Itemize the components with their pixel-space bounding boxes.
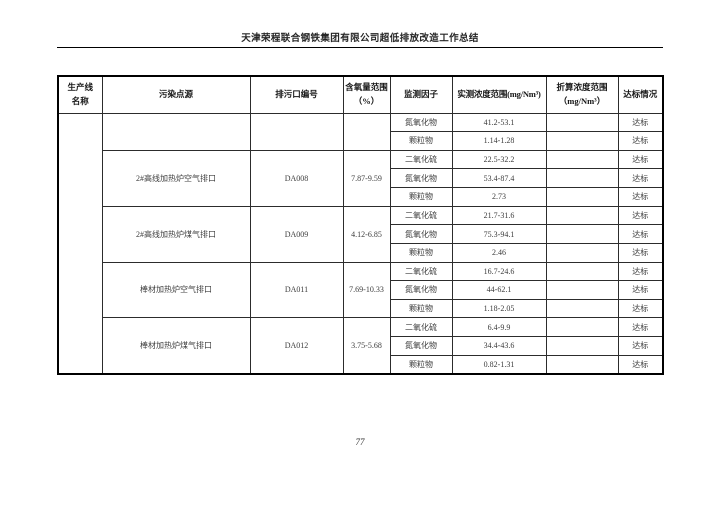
status-cell: 达标: [617, 317, 664, 337]
oxygen-range-cell: 7.69-10.33: [342, 261, 391, 319]
table-row: 颗粒物 0.82-1.31 达标: [58, 354, 664, 375]
status-cell: 达标: [617, 205, 664, 226]
converted-range-cell: [545, 261, 619, 282]
col-header-outlet-code: 排污口编号: [249, 75, 344, 114]
oxygen-range-cell: 3.75-5.68: [342, 317, 391, 375]
status-cell: 达标: [617, 112, 664, 133]
converted-range-cell: [545, 242, 619, 263]
measured-range-cell: 0.82-1.31: [451, 354, 547, 375]
converted-range-cell: [545, 149, 619, 170]
monitor-factor-cell: 颗粒物: [389, 354, 453, 375]
outlet-code-cell: [249, 112, 344, 151]
converted-range-cell: [545, 336, 619, 356]
table-row: 氮氧化物 44-62.1 达标: [58, 280, 664, 300]
pollution-source-cell: 棒材加热炉空气排口: [101, 261, 251, 319]
measured-range-cell: 44-62.1: [451, 280, 547, 300]
status-cell: 达标: [617, 224, 664, 244]
status-cell: 达标: [617, 336, 664, 356]
measured-range-cell: 6.4-9.9: [451, 317, 547, 337]
monitor-factor-cell: 氮氧化物: [389, 280, 453, 300]
monitor-factor-cell: 颗粒物: [389, 131, 453, 151]
converted-range-cell: [545, 224, 619, 244]
table-row: 氮氧化物 75.3-94.1 达标: [58, 224, 664, 244]
document-header-title: 天津荣程联合钢铁集团有限公司超低排放改造工作总结: [241, 33, 479, 44]
monitor-factor-cell: 颗粒物: [389, 242, 453, 263]
converted-range-cell: [545, 205, 619, 226]
oxygen-range-cell: 7.87-9.59: [342, 149, 391, 207]
monitor-factor-cell: 氮氧化物: [389, 112, 453, 133]
status-cell: 达标: [617, 261, 664, 282]
table-row: 氮氧化物 34.4-43.6 达标: [58, 336, 664, 356]
monitor-factor-cell: 二氧化硫: [389, 261, 453, 282]
converted-range-cell: [545, 168, 619, 188]
converted-range-cell: [545, 131, 619, 151]
measured-range-cell: 22.5-32.2: [451, 149, 547, 170]
col-header-converted-range: 折算浓度范围 （mg/Nm³）: [545, 75, 619, 114]
measured-range-cell: 2.46: [451, 242, 547, 263]
status-cell: 达标: [617, 354, 664, 375]
production-line-cell: [57, 112, 103, 375]
converted-range-cell: [545, 280, 619, 300]
status-cell: 达标: [617, 149, 664, 170]
measured-range-cell: 1.18-2.05: [451, 298, 547, 319]
outlet-code-cell: DA012: [249, 317, 344, 375]
measured-range-cell: 41.2-53.1: [451, 112, 547, 133]
pollution-source-cell: [101, 112, 251, 151]
oxygen-range-cell: [342, 112, 391, 151]
measured-range-cell: 16.7-24.6: [451, 261, 547, 282]
pollution-source-cell: 棒材加热炉煤气排口: [101, 317, 251, 375]
monitor-factor-cell: 氮氧化物: [389, 168, 453, 188]
col-header-pollution-source: 污染点源: [101, 75, 251, 114]
converted-range-cell: [545, 187, 619, 207]
measured-range-cell: 21.7-31.6: [451, 205, 547, 226]
emissions-table: 生产线 名称 污染点源 排污口编号 含氧量范围 （%） 监测因子 实测浓度范围(…: [57, 75, 664, 375]
monitor-factor-cell: 氮氧化物: [389, 336, 453, 356]
measured-range-cell: 75.3-94.1: [451, 224, 547, 244]
col-header-measured-range: 实测浓度范围(mg/Nm³): [451, 75, 547, 114]
col-header-production-line: 生产线 名称: [57, 75, 103, 114]
col-header-status: 达标情况: [617, 75, 664, 114]
monitor-factor-cell: 颗粒物: [389, 187, 453, 207]
pollution-source-cell: 2#高线加热炉空气排口: [101, 149, 251, 207]
table-row: 颗粒物 1.18-2.05 达标: [58, 298, 664, 319]
table-row: 2#高线加热炉空气排口 DA008 7.87-9.59 二氧化硫 22.5-32.2 达标: [58, 149, 664, 207]
measured-range-cell: 1.14-1.28: [451, 131, 547, 151]
status-cell: 达标: [617, 131, 664, 151]
outlet-code-cell: DA009: [249, 205, 344, 263]
col-header-oxygen-range: 含氧量范围 （%）: [342, 75, 391, 114]
col-header-monitor-factor: 监测因子: [389, 75, 453, 114]
monitor-factor-cell: 氮氧化物: [389, 224, 453, 244]
table-row: 棒材加热炉空气排口 DA011 7.69-10.33 二氧化硫 16.7-24.6 达标: [58, 261, 664, 319]
status-cell: 达标: [617, 168, 664, 188]
report-table-body: 氮氧化物 41.2-53.1 达标 颗粒物 1.14-1.28 达标 2#高线加热炉空气排口…: [57, 112, 664, 375]
monitor-factor-cell: 颗粒物: [389, 298, 453, 319]
table-row: 颗粒物 1.14-1.28 达标: [58, 131, 664, 151]
converted-range-cell: [545, 354, 619, 375]
outlet-code-cell: DA011: [249, 261, 344, 319]
status-cell: 达标: [617, 187, 664, 207]
converted-range-cell: [545, 298, 619, 319]
oxygen-range-cell: 4.12-6.85: [342, 205, 391, 263]
converted-range-cell: [545, 112, 619, 133]
converted-range-cell: [545, 317, 619, 337]
monitor-factor-cell: 二氧化硫: [389, 149, 453, 170]
monitor-factor-cell: 二氧化硫: [389, 205, 453, 226]
pollution-source-cell: 2#高线加热炉煤气排口: [101, 205, 251, 263]
status-cell: 达标: [617, 280, 664, 300]
header-rule: [57, 47, 663, 48]
status-cell: 达标: [617, 298, 664, 319]
table-header-row: 生产线 名称 污染点源 排污口编号 含氧量范围 （%） 监测因子 实测浓度范围(…: [57, 75, 664, 114]
measured-range-cell: 53.4-87.4: [451, 168, 547, 188]
table-row: 颗粒物 2.46 达标: [58, 242, 664, 263]
table-row: 氮氧化物 41.2-53.1 达标: [57, 112, 664, 375]
status-cell: 达标: [617, 242, 664, 263]
measured-range-cell: 34.4-43.6: [451, 336, 547, 356]
outlet-code-cell: DA008: [249, 149, 344, 207]
table-row: 棒材加热炉煤气排口 DA012 3.75-5.68 二氧化硫 6.4-9.9 达标: [58, 317, 664, 375]
measured-range-cell: 2.73: [451, 187, 547, 207]
table-row: 2#高线加热炉煤气排口 DA009 4.12-6.85 二氧化硫 21.7-31.6 达标: [58, 205, 664, 263]
monitor-factor-cell: 二氧化硫: [389, 317, 453, 337]
page-number: 77: [355, 437, 365, 447]
